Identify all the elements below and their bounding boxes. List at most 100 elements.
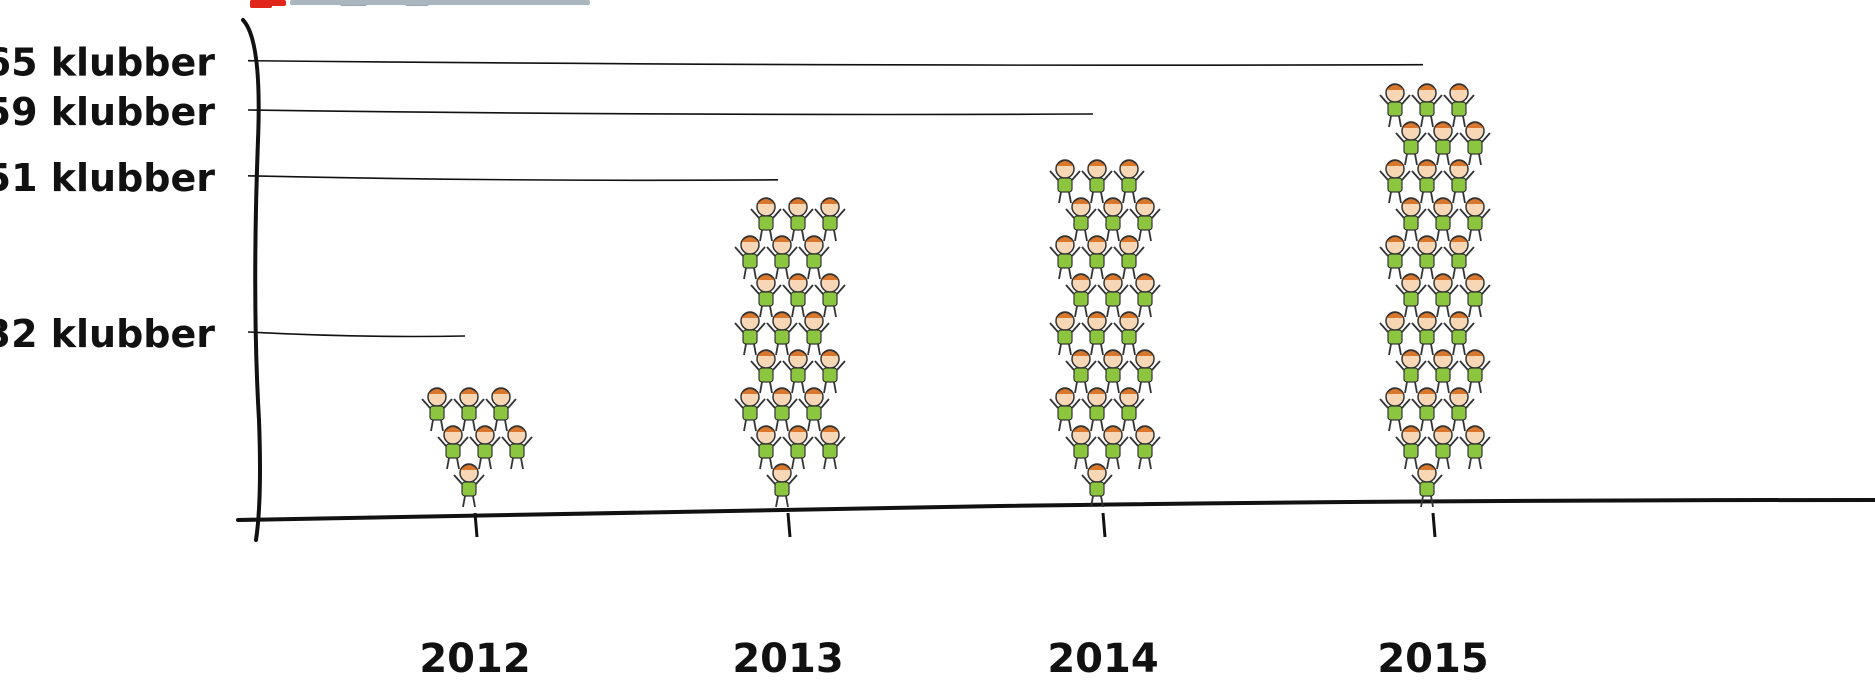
child-figure xyxy=(1130,274,1160,317)
leader-line xyxy=(248,110,1093,115)
child-figure xyxy=(1130,426,1160,469)
child-figure xyxy=(1444,236,1474,279)
child-figure xyxy=(1380,236,1410,279)
child-figure xyxy=(767,388,797,431)
child-figure xyxy=(1460,122,1490,165)
child-figure xyxy=(1082,236,1112,279)
child-figure xyxy=(1428,426,1458,469)
child-figure xyxy=(1396,122,1426,165)
child-figure xyxy=(1098,198,1128,241)
child-figure xyxy=(438,426,468,469)
child-figure xyxy=(1412,388,1442,431)
child-figure xyxy=(1380,84,1410,127)
child-figure xyxy=(1460,426,1490,469)
child-figure xyxy=(767,236,797,279)
child-figure xyxy=(799,236,829,279)
child-figure xyxy=(1380,388,1410,431)
leader-line xyxy=(248,332,465,337)
child-figure xyxy=(767,312,797,355)
child-figure xyxy=(1444,84,1474,127)
child-figure xyxy=(1460,350,1490,393)
child-figure xyxy=(470,426,500,469)
child-figure xyxy=(422,388,452,431)
child-figure xyxy=(1066,426,1096,469)
child-figure xyxy=(1428,198,1458,241)
child-figure xyxy=(815,350,845,393)
child-figure xyxy=(815,198,845,241)
child-figure xyxy=(1114,312,1144,355)
child-figure xyxy=(735,236,765,279)
child-figure xyxy=(1412,160,1442,203)
child-figure xyxy=(1114,388,1144,431)
x-tick xyxy=(1433,513,1435,537)
top-banner-fragment xyxy=(250,0,590,8)
bar-2012 xyxy=(422,388,532,507)
child-figure xyxy=(1050,388,1080,431)
x-tick xyxy=(788,513,790,537)
child-figure xyxy=(1050,236,1080,279)
bar-2015 xyxy=(1380,84,1490,507)
child-figure xyxy=(735,312,765,355)
child-figure xyxy=(1082,160,1112,203)
child-figure xyxy=(815,426,845,469)
child-figure xyxy=(1082,464,1112,507)
child-figure xyxy=(783,198,813,241)
x-tick xyxy=(475,513,477,537)
child-figure xyxy=(502,426,532,469)
top-fragment-red xyxy=(250,0,272,8)
value-label: 59 klubber xyxy=(0,90,215,134)
child-figure xyxy=(1412,312,1442,355)
child-figure xyxy=(1444,160,1474,203)
child-figure xyxy=(1396,198,1426,241)
y-axis xyxy=(243,20,260,540)
child-figure xyxy=(1066,274,1096,317)
child-figure xyxy=(751,350,781,393)
child-figure xyxy=(1460,198,1490,241)
child-figure xyxy=(799,388,829,431)
leader-line xyxy=(248,61,1423,65)
child-figure xyxy=(1098,426,1128,469)
value-label: 51 klubber xyxy=(0,156,215,200)
child-figure xyxy=(454,464,484,507)
child-figure xyxy=(1130,350,1160,393)
child-figure xyxy=(1066,198,1096,241)
x-tick xyxy=(1103,513,1105,537)
child-figure xyxy=(1412,84,1442,127)
child-figure xyxy=(815,274,845,317)
bars xyxy=(422,84,1490,507)
child-figure xyxy=(767,464,797,507)
child-figure xyxy=(735,388,765,431)
x-tick-label: 2012 xyxy=(419,636,530,682)
child-figure xyxy=(1082,312,1112,355)
x-tick-label: 2015 xyxy=(1377,636,1488,682)
child-figure xyxy=(454,388,484,431)
child-figure xyxy=(751,426,781,469)
child-figure xyxy=(1396,350,1426,393)
x-tick-label: 2014 xyxy=(1047,636,1158,682)
child-figure xyxy=(1130,198,1160,241)
bar-2013 xyxy=(735,198,845,507)
child-figure xyxy=(1444,312,1474,355)
child-figure xyxy=(1428,350,1458,393)
axes xyxy=(238,20,1875,540)
child-figure xyxy=(1428,122,1458,165)
child-figure xyxy=(1428,274,1458,317)
bar-2014 xyxy=(1050,160,1160,507)
x-axis xyxy=(238,500,1875,520)
child-figure xyxy=(1082,388,1112,431)
leader-line xyxy=(248,176,778,181)
top-fragment-grey xyxy=(290,0,590,5)
child-figure xyxy=(751,274,781,317)
child-figure xyxy=(1380,160,1410,203)
value-label: 65 klubber xyxy=(0,41,215,85)
child-figure xyxy=(1098,274,1128,317)
child-figure xyxy=(1380,312,1410,355)
x-tick-labels: 2012 2013 2014 2015 xyxy=(419,636,1488,682)
child-figure xyxy=(783,350,813,393)
child-figure xyxy=(1460,274,1490,317)
child-figure xyxy=(1050,160,1080,203)
child-figure xyxy=(783,274,813,317)
child-figure xyxy=(1396,426,1426,469)
